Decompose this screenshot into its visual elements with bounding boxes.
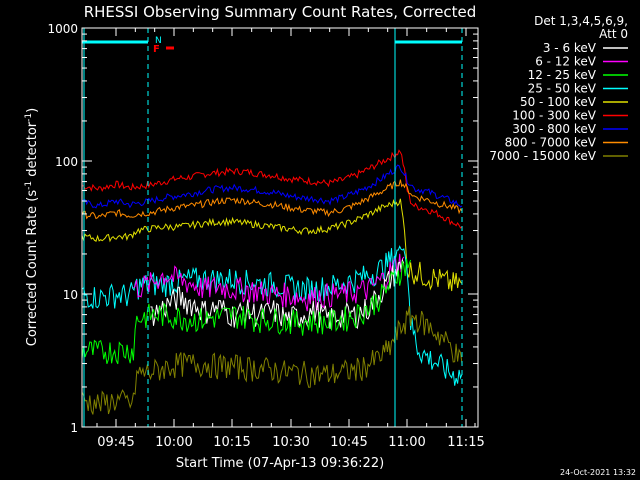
series-line-800-7000-keV [81, 179, 463, 220]
plot-frame [81, 27, 479, 428]
x-axis: 09:45 10:00 10:15 10:30 10:45 11:00 11:15 [96, 28, 485, 450]
y-tick-label: 100 [55, 155, 78, 169]
y-axis-label: Corrected Count Rate (s-1 detector-1) [24, 108, 40, 346]
legend-entry-label: 300 - 800 keV [512, 122, 596, 136]
render-timestamp: 24-Oct-2021 13:32 [560, 468, 636, 477]
series-line-7000-15000-keV [81, 306, 463, 415]
series-line-25-50-keV [81, 245, 463, 386]
legend-entry-label: 25 - 50 keV [528, 82, 597, 96]
series-line-100-300-keV [81, 149, 463, 229]
series-line-50-100-keV [81, 198, 463, 292]
y-tick-label: 10 [63, 288, 78, 302]
chart-title: RHESSI Observing Summary Count Rates, Co… [84, 3, 477, 21]
flare-flag-label: F [153, 44, 160, 55]
x-tick-label: 10:45 [330, 435, 367, 450]
legend-entry-label: 800 - 7000 keV [505, 136, 597, 150]
x-tick-label: 10:00 [155, 435, 192, 450]
legend-entry-label: 50 - 100 keV [520, 95, 597, 109]
x-tick-label: 11:00 [388, 435, 425, 450]
legend-entry-label: 100 - 300 keV [512, 109, 596, 123]
series-group [81, 149, 463, 415]
x-tick-label: 10:15 [213, 435, 250, 450]
x-tick-label: 09:45 [97, 435, 134, 450]
series-line-12-25-keV [81, 258, 412, 365]
flag-group: NF [82, 28, 463, 427]
night-flag-label: N [155, 36, 162, 46]
x-tick-label: 10:30 [272, 435, 309, 450]
y-tick-label: 1 [70, 421, 78, 435]
legend-entry-label: 7000 - 15000 keV [489, 149, 596, 163]
series-line-3-6-keV [150, 258, 405, 330]
x-axis-label: Start Time (07-Apr-13 09:36:22) [176, 456, 384, 471]
series-line-6-12-keV [133, 253, 405, 312]
legend-entry-label: 3 - 6 keV [543, 41, 597, 55]
y-tick-label: 1000 [47, 22, 78, 36]
legend-header-attenuator: Att 0 [599, 27, 628, 41]
legend-entry-label: 6 - 12 keV [535, 55, 597, 69]
legend-entry-label: 12 - 25 keV [528, 68, 597, 82]
legend-header-detectors: Det 1,3,4,5,6,9, [534, 14, 628, 28]
x-tick-label: 11:15 [447, 435, 484, 450]
series-line-300-800-keV [81, 164, 463, 209]
y-axis: 1 10 100 1000 [47, 22, 478, 435]
